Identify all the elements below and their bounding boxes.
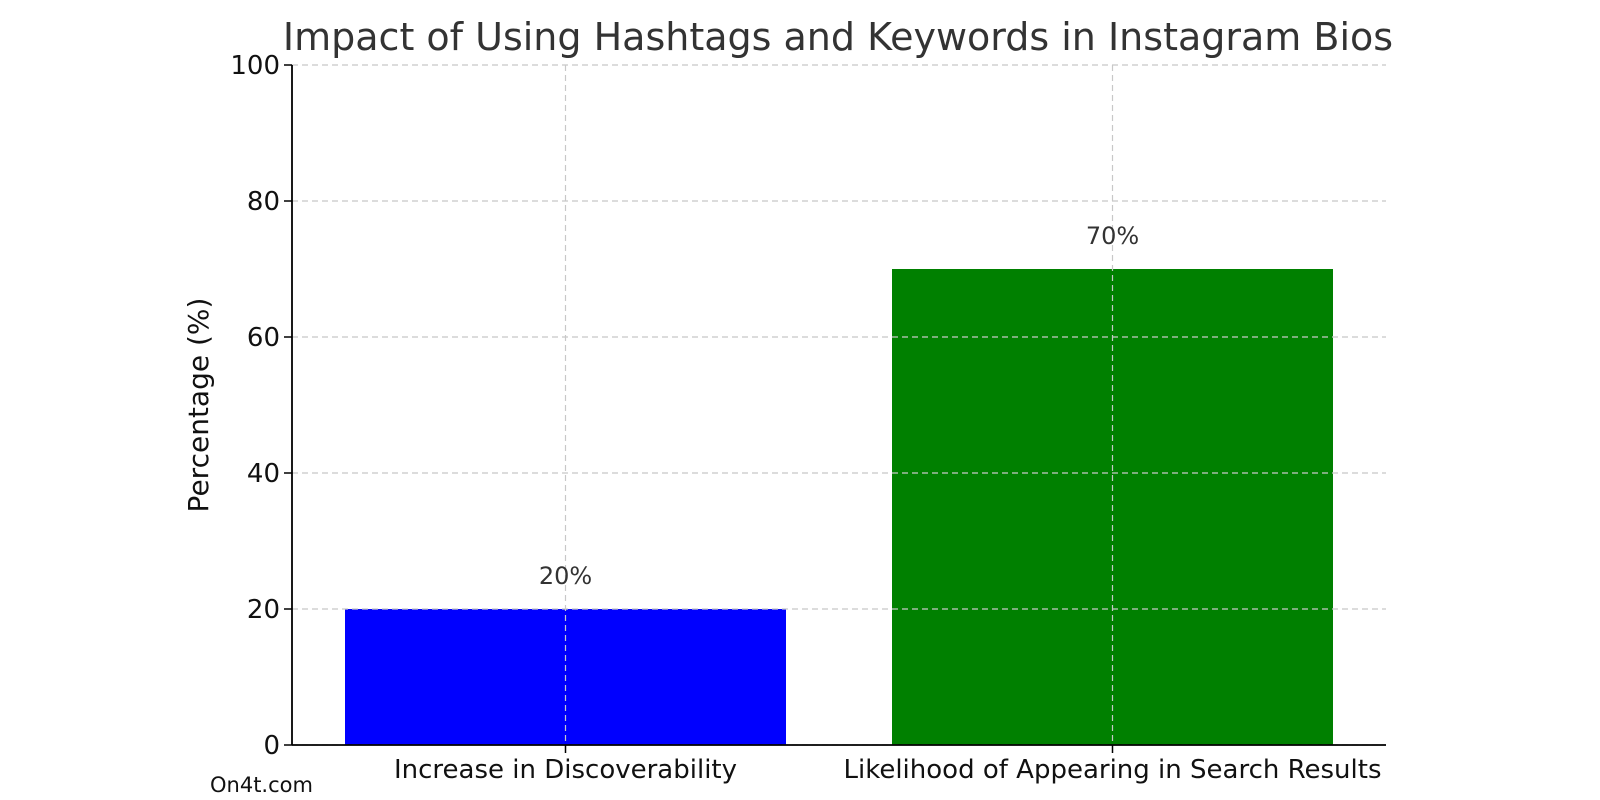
x-tick-label: Increase in Discoverability	[394, 755, 737, 785]
y-axis-label: Percentage (%)	[182, 298, 215, 513]
y-tick-label: 40	[247, 459, 280, 489]
bar-value-label: 20%	[539, 562, 592, 590]
watermark: On4t.com	[210, 773, 313, 797]
y-tick-label: 0	[263, 731, 280, 761]
y-tick-label: 20	[247, 595, 280, 625]
bars	[345, 269, 1333, 745]
y-tick-label: 100	[230, 51, 280, 81]
axes: 0 20 40 60 80 100 20% Increase in Discoverabili…	[230, 51, 1386, 785]
chart-title: Impact of Using Hashtags and Keywords in…	[283, 15, 1393, 59]
y-tick-label: 80	[247, 187, 280, 217]
y-tick-label: 60	[247, 323, 280, 353]
x-tick-label: Likelihood of Appearing in Search Result…	[844, 755, 1382, 785]
bar-value-label: 70%	[1086, 222, 1139, 250]
